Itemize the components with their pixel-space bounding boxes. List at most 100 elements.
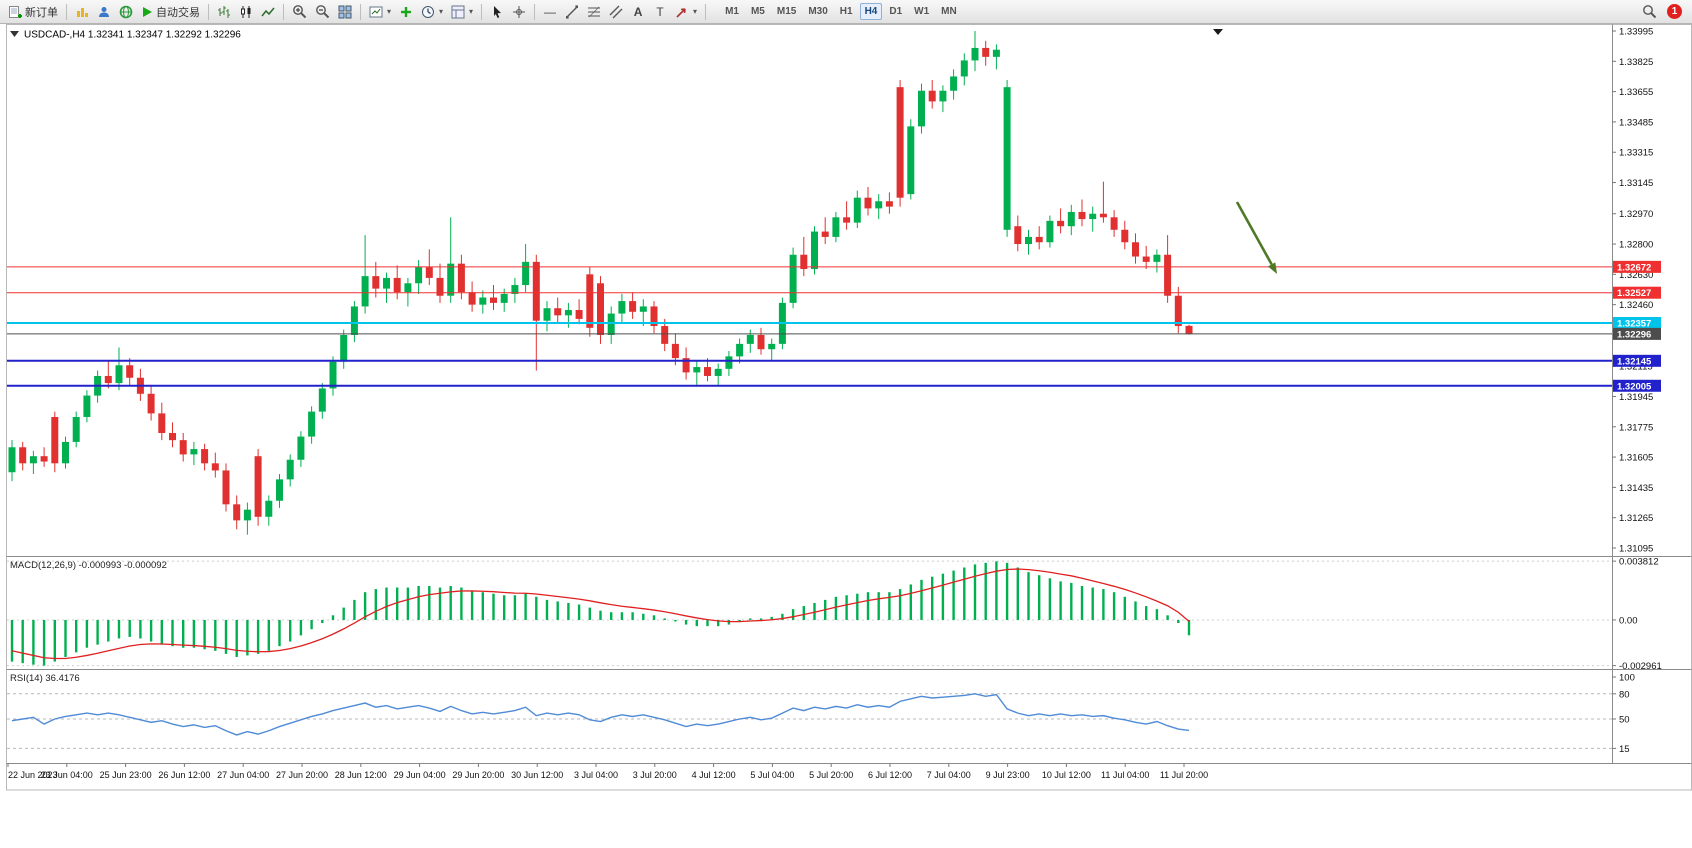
time-tick-label: 11 Jul 04:00 bbox=[1101, 770, 1149, 780]
horizontal-line-icon: — bbox=[544, 4, 557, 19]
trend-arrow-annotation[interactable] bbox=[1235, 201, 1277, 274]
notification-badge[interactable]: 1 bbox=[1667, 4, 1682, 19]
time-tick-label: 22 Jun 2023 bbox=[8, 770, 58, 780]
candles bbox=[8, 31, 1193, 535]
globe-icon bbox=[119, 5, 133, 18]
timeframe-d1-button[interactable]: D1 bbox=[884, 3, 907, 20]
timeframe-m15-button[interactable]: M15 bbox=[772, 3, 801, 20]
macd-label: MACD(12,26,9) -0.000993 -0.000092 bbox=[10, 560, 167, 571]
timeframe-m5-button[interactable]: M5 bbox=[746, 3, 770, 20]
rsi-tick-label: 80 bbox=[1619, 689, 1630, 700]
zoom-out-icon bbox=[316, 5, 330, 19]
text-label-button[interactable]: T bbox=[649, 2, 671, 22]
time-tick-label: 25 Jun 23:00 bbox=[100, 770, 152, 780]
text-label-icon: T bbox=[656, 4, 664, 19]
timeframe-h1-button[interactable]: H1 bbox=[835, 3, 858, 20]
price-line-label: 1.32357 bbox=[1617, 319, 1651, 330]
timeframe-w1-button[interactable]: W1 bbox=[909, 3, 934, 20]
cursor-button[interactable] bbox=[486, 2, 508, 22]
rsi-tick-label: 15 bbox=[1619, 744, 1630, 755]
clock-icon bbox=[422, 5, 435, 18]
price-line-label: 1.32145 bbox=[1617, 356, 1652, 367]
price-scale[interactable]: 1.33995 1.33825 1.33655 1.33485 1.33315 1.331… bbox=[1612, 27, 1661, 555]
periods-button[interactable]: ▾ bbox=[417, 2, 447, 22]
arrow-tool-icon bbox=[676, 7, 686, 18]
toolbar-separator bbox=[705, 3, 707, 20]
toolbar-separator bbox=[208, 3, 209, 20]
indicators-button[interactable] bbox=[395, 2, 417, 22]
price-line-label-box bbox=[1613, 286, 1661, 299]
macd-tick-label: 0.003812 bbox=[1619, 557, 1659, 568]
toolbar-separator bbox=[360, 3, 361, 20]
tile-windows-button[interactable] bbox=[334, 2, 356, 22]
new-chart-button[interactable]: ▾ bbox=[365, 2, 395, 22]
arrow-icon bbox=[1267, 262, 1277, 274]
candlestick-icon bbox=[241, 5, 251, 18]
cursor-icon bbox=[493, 5, 501, 18]
community-button[interactable] bbox=[115, 2, 137, 22]
text-icon: A bbox=[633, 4, 643, 19]
time-tick-label: 3 Jul 20:00 bbox=[633, 770, 677, 780]
zoom-out-button[interactable] bbox=[311, 2, 334, 22]
price-line-label-box bbox=[1613, 354, 1661, 367]
arrows-tool-button[interactable]: ▾ bbox=[671, 2, 701, 22]
channel-button[interactable] bbox=[605, 2, 627, 22]
price-tick-label: 1.31095 bbox=[1619, 544, 1653, 555]
dropdown-caret-icon: ▾ bbox=[693, 7, 698, 16]
price-tick-label: 1.33485 bbox=[1619, 117, 1653, 128]
rsi-panel: 100 80 50 15 RSI(14) 36.4176 bbox=[7, 673, 1635, 755]
timeframe-m30-button[interactable]: M30 bbox=[803, 3, 832, 20]
time-tick-label: 7 Jul 04:00 bbox=[927, 770, 971, 780]
chart-shift-marker-icon[interactable] bbox=[1213, 29, 1223, 35]
new-chart-icon bbox=[369, 6, 383, 17]
fibonacci-button[interactable] bbox=[583, 2, 605, 22]
zoom-in-button[interactable] bbox=[288, 2, 311, 22]
price-line-label-box bbox=[1613, 260, 1661, 273]
market-watch-button[interactable] bbox=[71, 2, 93, 22]
macd-tick-label: -0.002961 bbox=[1619, 661, 1662, 672]
text-button[interactable]: A bbox=[627, 2, 649, 22]
macd-signal-line bbox=[11, 568, 1190, 660]
timeframe-toolbar: M1 M5 M15 M30 H1 H4 D1 W1 MN bbox=[720, 3, 962, 20]
time-tick-label: 3 Jul 04:00 bbox=[574, 770, 618, 780]
price-tick-label: 1.32460 bbox=[1619, 300, 1653, 311]
time-tick-label: 29 Jun 04:00 bbox=[394, 770, 446, 780]
dropdown-caret-icon: ▾ bbox=[387, 7, 392, 16]
price-tick-label: 1.33825 bbox=[1619, 57, 1653, 68]
line-chart-icon bbox=[261, 7, 275, 16]
auto-trading-button[interactable]: 自动交易 bbox=[137, 2, 204, 22]
timeframe-h4-button[interactable]: H4 bbox=[859, 3, 883, 20]
time-tick-label: 27 Jun 20:00 bbox=[276, 770, 328, 780]
toolbar-right-group: 1 bbox=[1638, 2, 1688, 22]
time-tick-label: 11 Jul 20:00 bbox=[1160, 770, 1208, 780]
new-order-button[interactable]: 新订单 bbox=[4, 2, 62, 22]
time-tick-label: 5 Jul 04:00 bbox=[750, 770, 794, 780]
play-icon bbox=[143, 6, 152, 17]
profiles-button[interactable] bbox=[93, 2, 115, 22]
zoom-in-icon bbox=[293, 5, 307, 19]
timeframe-mn-button[interactable]: MN bbox=[936, 3, 962, 20]
price-tick-label: 1.33145 bbox=[1619, 178, 1653, 189]
templates-button[interactable]: ▾ bbox=[447, 2, 477, 22]
price-tick-label: 1.33315 bbox=[1619, 148, 1653, 159]
crosshair-button[interactable] bbox=[508, 2, 530, 22]
toolbar-separator bbox=[481, 3, 483, 20]
search-button[interactable] bbox=[1638, 2, 1661, 22]
timeframe-m1-button[interactable]: M1 bbox=[720, 3, 744, 20]
horizontal-lines[interactable] bbox=[7, 266, 1612, 387]
toolbar-separator bbox=[534, 3, 536, 20]
price-tick-label: 1.31265 bbox=[1619, 513, 1653, 524]
rsi-tick-label: 100 bbox=[1619, 673, 1635, 684]
bar-chart-button[interactable] bbox=[213, 2, 235, 22]
horizontal-line-button[interactable]: — bbox=[539, 2, 561, 22]
line-chart-button[interactable] bbox=[257, 2, 279, 22]
time-tick-label: 28 Jun 12:00 bbox=[335, 770, 387, 780]
price-line-label-box bbox=[1613, 327, 1661, 340]
rsi-tick-label: 50 bbox=[1619, 715, 1630, 726]
trendline-button[interactable] bbox=[561, 2, 583, 22]
collapse-triangle-icon[interactable] bbox=[10, 31, 19, 37]
tile-windows-icon bbox=[338, 5, 352, 18]
candlestick-chart-button[interactable] bbox=[235, 2, 257, 22]
